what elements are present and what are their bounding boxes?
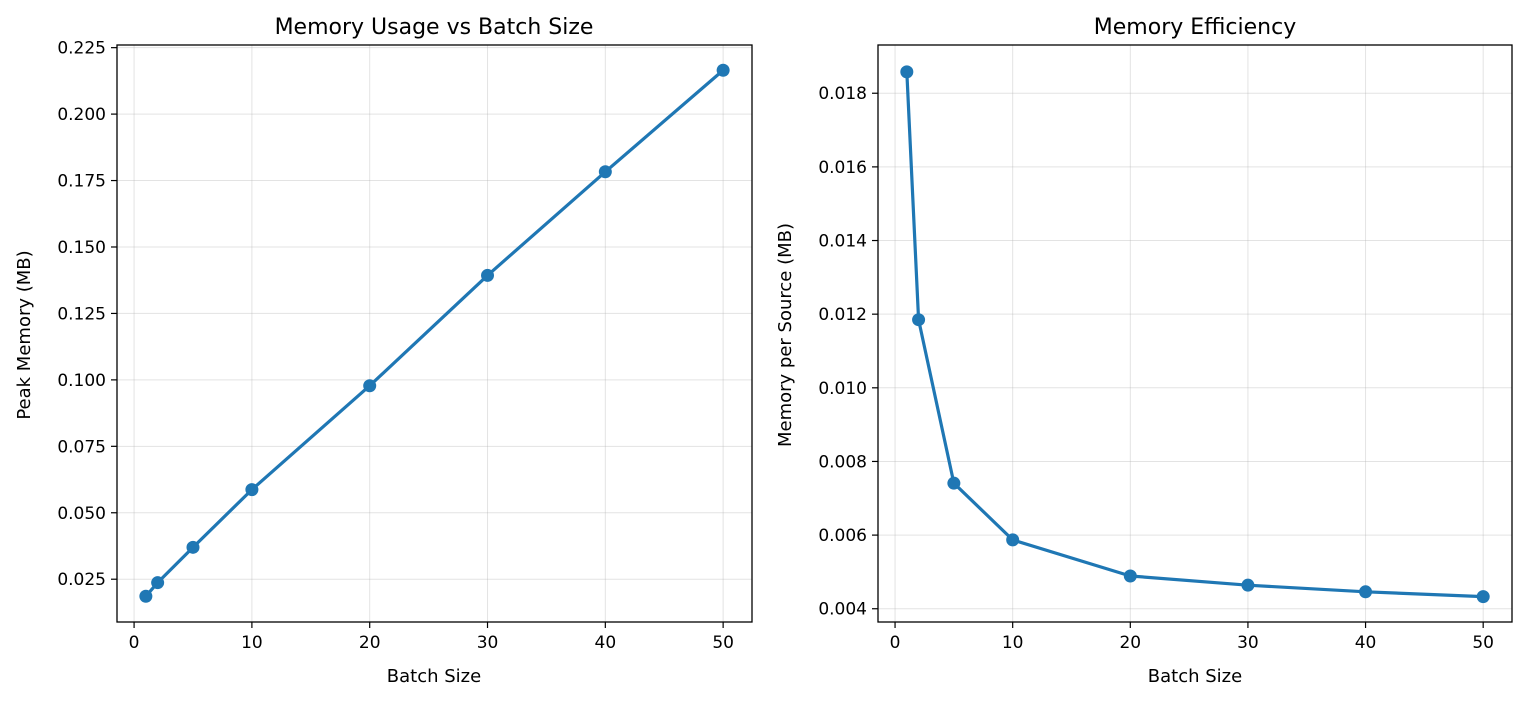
y-tick-label: 0.075 [57, 437, 106, 457]
data-point [1359, 585, 1373, 599]
x-tick-label: 20 [1119, 633, 1141, 653]
x-tick-label: 10 [1002, 633, 1024, 653]
chart-title: Memory Usage vs Batch Size [275, 15, 594, 40]
y-tick-label: 0.225 [57, 39, 106, 59]
x-tick-label: 30 [477, 633, 499, 653]
x-tick-label: 10 [241, 633, 263, 653]
series-line [905, 70, 1485, 599]
data-point [139, 589, 153, 603]
y-tick-label: 0.014 [818, 232, 867, 252]
data-point [1123, 569, 1137, 583]
data-point [947, 476, 961, 490]
y-tick-label: 0.004 [818, 600, 867, 620]
data-point [900, 65, 914, 79]
x-tick-label: 50 [712, 633, 734, 653]
y-tick-label: 0.150 [57, 238, 106, 258]
y-tick-label: 0.050 [57, 504, 106, 524]
data-point [245, 483, 259, 497]
data-point [1006, 533, 1020, 547]
x-tick-label: 40 [1355, 633, 1377, 653]
x-tick-label: 40 [595, 633, 617, 653]
grid [117, 45, 752, 622]
chart-memory-efficiency: Memory Efficiency Batch Size Memory per … [775, 15, 1513, 687]
y-tick-label: 0.200 [57, 105, 106, 125]
y-tick-label: 0.016 [818, 158, 867, 178]
y-tick-label: 0.175 [57, 172, 106, 192]
y-tick-label: 0.100 [57, 371, 106, 391]
plot-frame [877, 44, 1513, 623]
data-point [186, 540, 200, 554]
x-tick-label: 0 [129, 633, 140, 653]
data-point [363, 379, 377, 393]
y-tick-label: 0.008 [818, 452, 867, 472]
y-tick-label: 0.006 [818, 526, 867, 546]
data-point [1476, 590, 1490, 604]
plot-frame [116, 44, 753, 623]
data-point [912, 313, 926, 327]
x-tick-label: 0 [890, 633, 901, 653]
x-tick-label: 50 [1472, 633, 1494, 653]
data-point [716, 63, 730, 77]
y-axis-label: Memory per Source (MB) [775, 223, 796, 447]
data-point [1241, 578, 1255, 592]
series-line [144, 68, 725, 598]
x-axis-label: Batch Size [1148, 666, 1242, 687]
y-tick-label: 0.125 [57, 304, 106, 324]
data-point [151, 576, 165, 590]
y-tick-label: 0.018 [818, 84, 867, 104]
data-point [481, 268, 495, 282]
data-point [598, 165, 612, 179]
chart-title: Memory Efficiency [1094, 15, 1296, 40]
y-tick-label: 0.012 [818, 305, 867, 325]
x-axis-label: Batch Size [387, 666, 481, 687]
y-axis-label: Peak Memory (MB) [14, 250, 35, 419]
x-tick-label: 30 [1237, 633, 1259, 653]
y-tick-label: 0.010 [818, 379, 867, 399]
x-tick-label: 20 [359, 633, 381, 653]
grid [878, 45, 1512, 622]
y-tick-label: 0.025 [57, 570, 106, 590]
chart-memory-usage: Memory Usage vs Batch Size Batch Size Pe… [14, 15, 753, 687]
